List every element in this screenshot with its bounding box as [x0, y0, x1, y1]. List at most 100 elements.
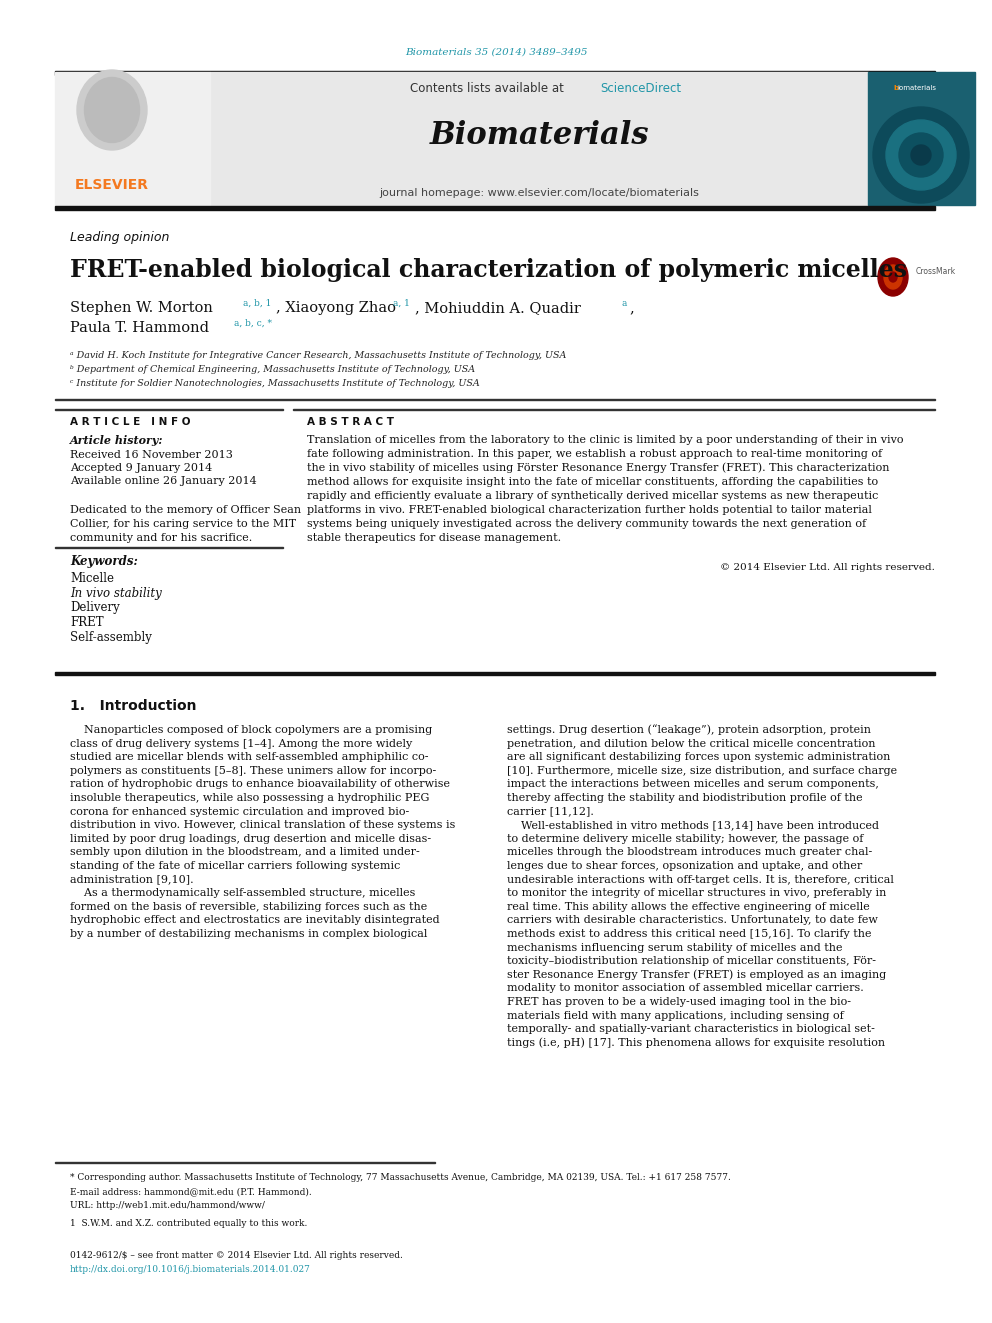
Text: methods exist to address this critical need [15,16]. To clarify the: methods exist to address this critical n… — [507, 929, 872, 939]
Text: modality to monitor association of assembled micellar carriers.: modality to monitor association of assem… — [507, 983, 864, 994]
Text: ScienceDirect: ScienceDirect — [600, 82, 682, 94]
Text: iomaterials: iomaterials — [897, 85, 936, 91]
Text: platforms in vivo. FRET-enabled biological characterization further holds potent: platforms in vivo. FRET-enabled biologic… — [307, 505, 872, 515]
Text: limited by poor drug loadings, drug desertion and micelle disas-: limited by poor drug loadings, drug dese… — [70, 833, 432, 844]
Text: formed on the basis of reversible, stabilizing forces such as the: formed on the basis of reversible, stabi… — [70, 902, 428, 912]
Text: a, 1: a, 1 — [393, 299, 410, 307]
Text: Dedicated to the memory of Officer Sean
Collier, for his caring service to the M: Dedicated to the memory of Officer Sean … — [70, 505, 302, 542]
Ellipse shape — [889, 273, 897, 282]
Text: b: b — [893, 85, 898, 91]
Text: ration of hydrophobic drugs to enhance bioavailability of otherwise: ration of hydrophobic drugs to enhance b… — [70, 779, 450, 790]
Circle shape — [899, 134, 943, 177]
Bar — [55, 398, 935, 400]
Text: by a number of destabilizing mechanisms in complex biological: by a number of destabilizing mechanisms … — [70, 929, 428, 939]
Text: CrossMark: CrossMark — [916, 267, 956, 277]
Text: to monitor the integrity of micellar structures in vivo, preferably in: to monitor the integrity of micellar str… — [507, 888, 887, 898]
Text: carrier [11,12].: carrier [11,12]. — [507, 807, 594, 816]
Text: Available online 26 January 2014: Available online 26 January 2014 — [70, 476, 257, 486]
Text: , Mohiuddin A. Quadir: , Mohiuddin A. Quadir — [415, 302, 581, 315]
Circle shape — [886, 120, 956, 191]
Text: FRET: FRET — [70, 617, 103, 630]
Circle shape — [873, 107, 969, 202]
Text: systems being uniquely investigated across the delivery community towards the ne: systems being uniquely investigated acro… — [307, 519, 866, 529]
Text: penetration, and dilution below the critical micelle concentration: penetration, and dilution below the crit… — [507, 738, 876, 749]
Ellipse shape — [84, 78, 140, 143]
Text: journal homepage: www.elsevier.com/locate/biomaterials: journal homepage: www.elsevier.com/locat… — [379, 188, 699, 198]
Bar — [868, 71, 975, 205]
Text: Micelle: Micelle — [70, 572, 114, 585]
Text: materials field with many applications, including sensing of: materials field with many applications, … — [507, 1011, 844, 1020]
Text: Article history:: Article history: — [70, 434, 164, 446]
Text: polymers as constituents [5–8]. These unimers allow for incorpo-: polymers as constituents [5–8]. These un… — [70, 766, 436, 775]
Text: Paula T. Hammond: Paula T. Hammond — [70, 321, 209, 335]
Text: mechanisms influencing serum stability of micelles and the: mechanisms influencing serum stability o… — [507, 942, 842, 953]
Text: E-mail address: hammond@mit.edu (P.T. Hammond).: E-mail address: hammond@mit.edu (P.T. Ha… — [70, 1188, 311, 1196]
Text: FRET-enabled biological characterization of polymeric micelles: FRET-enabled biological characterization… — [70, 258, 907, 282]
Text: Translation of micelles from the laboratory to the clinic is limited by a poor u: Translation of micelles from the laborat… — [307, 435, 904, 445]
Text: ᵇ Department of Chemical Engineering, Massachusetts Institute of Technology, USA: ᵇ Department of Chemical Engineering, Ma… — [70, 365, 475, 374]
Text: temporally- and spatially-variant characteristics in biological set-: temporally- and spatially-variant charac… — [507, 1024, 875, 1035]
Text: stable therapeutics for disease management.: stable therapeutics for disease manageme… — [307, 533, 561, 542]
Text: class of drug delivery systems [1–4]. Among the more widely: class of drug delivery systems [1–4]. Am… — [70, 738, 413, 749]
Text: tings (i.e, pH) [17]. This phenomena allows for exquisite resolution: tings (i.e, pH) [17]. This phenomena all… — [507, 1037, 885, 1048]
Text: Biomaterials 35 (2014) 3489–3495: Biomaterials 35 (2014) 3489–3495 — [405, 48, 587, 57]
Text: 0142-9612/$ – see front matter © 2014 Elsevier Ltd. All rights reserved.: 0142-9612/$ – see front matter © 2014 El… — [70, 1250, 403, 1259]
Text: undesirable interactions with off-target cells. It is, therefore, critical: undesirable interactions with off-target… — [507, 875, 894, 885]
Text: FRET has proven to be a widely-used imaging tool in the bio-: FRET has proven to be a widely-used imag… — [507, 998, 851, 1007]
Text: method allows for exquisite insight into the fate of micellar constituents, affo: method allows for exquisite insight into… — [307, 478, 878, 487]
Text: © 2014 Elsevier Ltd. All rights reserved.: © 2014 Elsevier Ltd. All rights reserved… — [720, 564, 935, 573]
Text: a, b, c, *: a, b, c, * — [234, 319, 272, 328]
Text: hydrophobic effect and electrostatics are inevitably disintegrated: hydrophobic effect and electrostatics ar… — [70, 916, 439, 925]
Text: ᵃ David H. Koch Institute for Integrative Cancer Research, Massachusetts Institu: ᵃ David H. Koch Institute for Integrativ… — [70, 352, 566, 360]
Text: Self-assembly: Self-assembly — [70, 631, 152, 644]
Bar — [55, 206, 935, 210]
Text: In vivo stability: In vivo stability — [70, 586, 162, 599]
Bar — [210, 71, 868, 205]
Text: Keywords:: Keywords: — [70, 556, 138, 569]
Text: the in vivo stability of micelles using Förster Resonance Energy Transfer (FRET): the in vivo stability of micelles using … — [307, 463, 890, 474]
Text: micelles through the bloodstream introduces much greater chal-: micelles through the bloodstream introdu… — [507, 848, 872, 857]
Text: ELSEVIER: ELSEVIER — [75, 179, 149, 192]
Bar — [55, 71, 935, 75]
Text: carriers with desirable characteristics. Unfortunately, to date few: carriers with desirable characteristics.… — [507, 916, 878, 925]
Bar — [55, 409, 283, 410]
Text: URL: http://web1.mit.edu/hammond/www/: URL: http://web1.mit.edu/hammond/www/ — [70, 1201, 265, 1211]
Text: As a thermodynamically self-assembled structure, micelles: As a thermodynamically self-assembled st… — [70, 888, 416, 898]
Text: toxicity–biodistribution relationship of micellar constituents, För-: toxicity–biodistribution relationship of… — [507, 957, 876, 966]
Text: thereby affecting the stability and biodistribution profile of the: thereby affecting the stability and biod… — [507, 792, 863, 803]
Text: * Corresponding author. Massachusetts Institute of Technology, 77 Massachusetts : * Corresponding author. Massachusetts In… — [70, 1174, 731, 1183]
Text: administration [9,10].: administration [9,10]. — [70, 875, 193, 885]
Text: 1.   Introduction: 1. Introduction — [70, 699, 196, 713]
Text: impact the interactions between micelles and serum components,: impact the interactions between micelles… — [507, 779, 879, 790]
Text: lenges due to shear forces, opsonization and uptake, and other: lenges due to shear forces, opsonization… — [507, 861, 862, 871]
Text: distribution in vivo. However, clinical translation of these systems is: distribution in vivo. However, clinical … — [70, 820, 455, 831]
Text: Received 16 November 2013: Received 16 November 2013 — [70, 450, 233, 460]
Text: ᶜ Institute for Soldier Nanotechnologies, Massachusetts Institute of Technology,: ᶜ Institute for Soldier Nanotechnologies… — [70, 380, 480, 389]
Ellipse shape — [884, 265, 902, 288]
Text: http://dx.doi.org/10.1016/j.biomaterials.2014.01.027: http://dx.doi.org/10.1016/j.biomaterials… — [70, 1266, 310, 1274]
Text: 1  S.W.M. and X.Z. contributed equally to this work.: 1 S.W.M. and X.Z. contributed equally to… — [70, 1220, 308, 1229]
Bar — [293, 409, 935, 410]
Text: a, b, 1: a, b, 1 — [243, 299, 272, 307]
Text: [10]. Furthermore, micelle size, size distribution, and surface charge: [10]. Furthermore, micelle size, size di… — [507, 766, 897, 775]
Text: ,: , — [629, 302, 634, 315]
Text: , Xiaoyong Zhao: , Xiaoyong Zhao — [276, 302, 401, 315]
Text: Well-established in vitro methods [13,14] have been introduced: Well-established in vitro methods [13,14… — [507, 820, 879, 831]
Text: Leading opinion: Leading opinion — [70, 230, 170, 243]
Text: Biomaterials: Biomaterials — [430, 119, 649, 151]
Text: rapidly and efficiently evaluate a library of synthetically derived micellar sys: rapidly and efficiently evaluate a libra… — [307, 491, 878, 501]
Text: corona for enhanced systemic circulation and improved bio-: corona for enhanced systemic circulation… — [70, 807, 410, 816]
Text: fate following administration. In this paper, we establish a robust approach to : fate following administration. In this p… — [307, 448, 882, 459]
Text: A R T I C L E   I N F O: A R T I C L E I N F O — [70, 417, 190, 427]
Text: sembly upon dilution in the bloodstream, and a limited under-: sembly upon dilution in the bloodstream,… — [70, 848, 420, 857]
Text: insoluble therapeutics, while also possessing a hydrophilic PEG: insoluble therapeutics, while also posse… — [70, 792, 430, 803]
Text: Nanoparticles composed of block copolymers are a promising: Nanoparticles composed of block copolyme… — [70, 725, 433, 736]
Text: Accepted 9 January 2014: Accepted 9 January 2014 — [70, 463, 212, 474]
Text: Delivery: Delivery — [70, 602, 120, 614]
Text: real time. This ability allows the effective engineering of micelle: real time. This ability allows the effec… — [507, 902, 870, 912]
Text: A B S T R A C T: A B S T R A C T — [307, 417, 394, 427]
Bar — [55, 672, 935, 675]
Text: settings. Drug desertion (“leakage”), protein adsorption, protein: settings. Drug desertion (“leakage”), pr… — [507, 725, 871, 736]
Text: ster Resonance Energy Transfer (FRET) is employed as an imaging: ster Resonance Energy Transfer (FRET) is… — [507, 970, 886, 980]
Text: are all significant destabilizing forces upon systemic administration: are all significant destabilizing forces… — [507, 753, 891, 762]
